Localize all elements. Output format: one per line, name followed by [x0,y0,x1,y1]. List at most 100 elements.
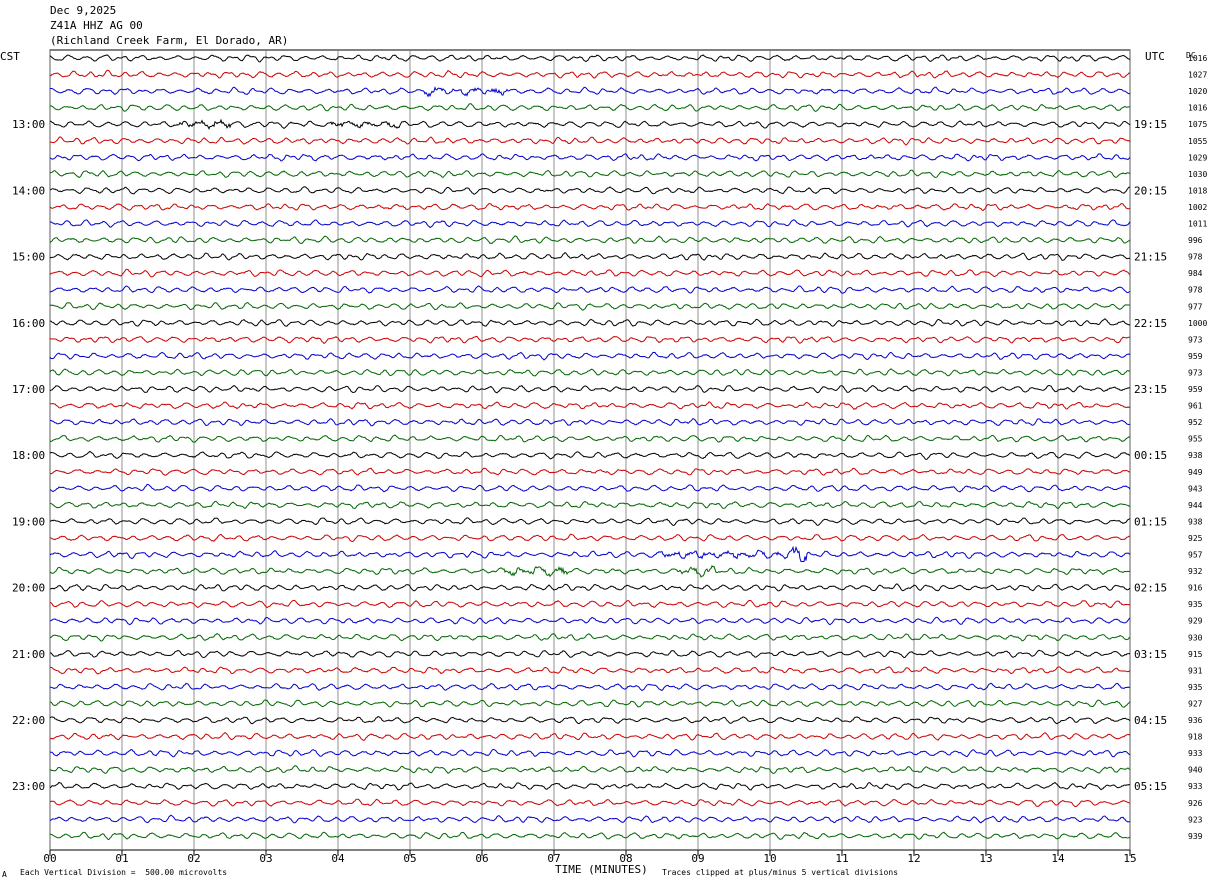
trace-row-35 [49,616,1131,626]
dc-column-label: DC [1186,51,1196,60]
trace-row-26 [50,467,1131,476]
utc-time-label: 23:15 [1134,383,1167,396]
plot-date: Dec 9,2025 [50,4,117,17]
x-tick-label: 01 [115,852,128,865]
dc-offset-label: 935 [1188,600,1203,609]
x-tick-label: 09 [691,852,704,865]
x-tick-label: 03 [259,852,272,865]
dc-offset-label: 1016 [1188,104,1207,113]
dc-offset-label: 977 [1188,302,1203,311]
dc-offset-label: 916 [1188,584,1203,593]
utc-time-label: 05:15 [1134,780,1167,793]
dc-offset-label: 973 [1188,335,1203,344]
dc-offset-label: 923 [1188,815,1203,824]
dc-offset-label: 944 [1188,501,1203,510]
cst-time-label: 20:00 [12,582,45,595]
dc-offset-label: 1030 [1188,170,1207,179]
x-tick-label: 07 [547,852,560,865]
x-axis-title: TIME (MINUTES) [555,863,648,876]
dc-offset-label: 940 [1188,766,1203,775]
dc-offset-label: 961 [1188,402,1203,411]
dc-offset-label: 952 [1188,418,1203,427]
trace-row-40 [49,699,1131,708]
utc-time-label: 20:15 [1134,184,1167,197]
utc-time-label: 22:15 [1134,317,1167,330]
dc-offset-label: 959 [1188,352,1203,361]
trace-row-20 [49,368,1131,377]
trace-row-42 [49,731,1131,741]
dc-offset-label: 1020 [1188,87,1207,96]
utc-time-label: 19:15 [1134,118,1167,131]
cst-time-label: 19:00 [12,515,45,528]
trace-row-38 [49,666,1131,675]
trace-row-2 [49,69,1131,79]
trace-row-30 [49,533,1131,543]
trace-row-13 [49,251,1131,261]
dc-offset-label: 949 [1188,468,1203,477]
scale-note: Each Vertical Division = 500.00 microvol… [20,868,228,877]
trace-row-9 [49,186,1131,195]
dc-offset-label: 936 [1188,716,1203,725]
dc-offset-label: 926 [1188,799,1203,808]
trace-row-22 [49,401,1131,410]
trace-row-43 [49,748,1131,758]
dc-offset-label: 978 [1188,253,1203,262]
trace-row-19 [49,351,1131,361]
dc-offset-label: 957 [1188,551,1203,560]
dc-offset-label: 935 [1188,683,1203,692]
utc-time-label: 02:15 [1134,582,1167,595]
x-tick-label: 06 [475,852,488,865]
utc-time-label: 21:15 [1134,251,1167,264]
trace-row-15 [49,285,1131,294]
station-code: Z41A HHZ AG 00 [50,19,143,32]
dc-offset-label: 943 [1188,484,1203,493]
cst-time-label: 15:00 [12,251,45,264]
trace-row-6 [50,136,1131,146]
dc-offset-label: 933 [1188,749,1203,758]
trace-row-17 [50,318,1131,327]
trace-row-39 [49,682,1131,692]
trace-row-34 [49,599,1131,609]
trace-row-37 [49,649,1131,659]
cst-time-label: 14:00 [12,184,45,197]
trace-row-24 [49,434,1131,443]
dc-offset-label: 918 [1188,733,1203,742]
x-tick-label: 12 [907,852,920,865]
utc-axis-label: UTC [1145,50,1165,63]
dc-offset-label: 939 [1188,832,1203,841]
dc-offset-label: 927 [1188,699,1203,708]
dc-offset-label: 930 [1188,633,1203,642]
dc-offset-label: 915 [1188,650,1203,659]
x-tick-label: 00 [43,852,56,865]
trace-row-29 [49,517,1131,526]
dc-offset-label: 959 [1188,385,1203,394]
trace-row-5 [49,118,1131,130]
trace-row-1 [49,54,1131,63]
x-tick-label: 08 [619,852,632,865]
trace-row-3 [50,86,1131,98]
trace-row-28 [49,500,1131,510]
trace-row-27 [49,483,1131,493]
cst-time-label: 16:00 [12,317,45,330]
dc-offset-label: 931 [1188,666,1203,675]
dc-offset-label: 996 [1188,236,1203,245]
cst-time-label: 13:00 [12,118,45,131]
dc-offset-label: 973 [1188,368,1203,377]
trace-row-41 [49,716,1131,725]
trace-row-32 [49,565,1131,578]
trace-row-16 [49,302,1131,311]
trace-row-45 [49,781,1131,791]
dc-offset-label: 925 [1188,534,1203,543]
corner-mark: A [2,870,7,879]
trace-row-44 [49,765,1131,774]
dc-offset-label: 938 [1188,451,1203,460]
dc-offset-label: 1016 [1188,54,1207,63]
x-tick-label: 14 [1051,852,1065,865]
trace-row-23 [49,417,1131,427]
dc-offset-label: 1075 [1188,120,1207,129]
trace-row-47 [49,814,1131,824]
dc-offset-label: 1002 [1188,203,1207,212]
plot-frame [49,49,1131,851]
utc-time-label: 03:15 [1134,648,1167,661]
